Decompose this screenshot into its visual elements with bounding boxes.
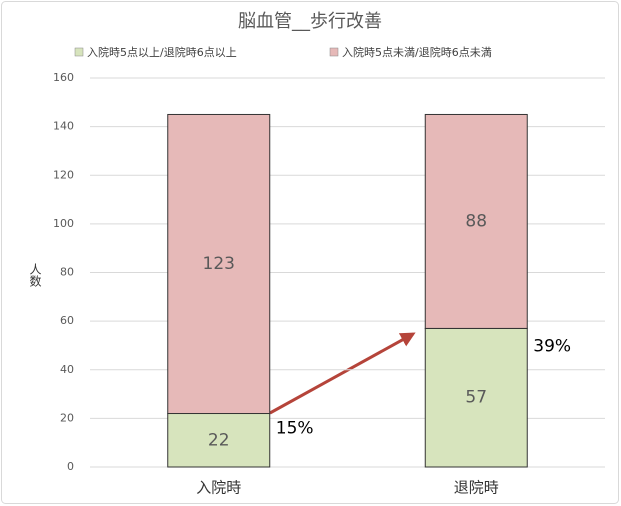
bar-segment: [424, 327, 528, 468]
y-tick-label: 80: [60, 266, 74, 279]
y-tick-label: 160: [53, 71, 74, 84]
arrow: [269, 332, 416, 415]
annotation: 15%: [276, 419, 314, 439]
x-tick-label: 入院時: [196, 479, 241, 497]
y-tick-label: 60: [60, 314, 74, 327]
data-label: 123: [203, 254, 235, 274]
data-label: 88: [465, 211, 487, 231]
bar-segment: [167, 413, 271, 468]
y-tick-label: 0: [67, 460, 74, 473]
bar-segment: [424, 113, 528, 329]
legend-label: 入院時5点以上/退院時6点以上: [87, 45, 237, 59]
bar-segment: [167, 113, 271, 415]
x-tick-label: 退院時: [454, 479, 499, 497]
y-tick-label: 40: [60, 363, 74, 376]
legend-swatch: [74, 47, 84, 57]
y-tick-label: 100: [53, 217, 74, 230]
y-tick-label: 20: [60, 411, 74, 424]
y-tick-label: 120: [53, 168, 74, 181]
y-tick-label: 140: [53, 120, 74, 133]
y-axis-label: 人数: [28, 263, 42, 288]
annotation: 39%: [533, 336, 571, 356]
data-label: 22: [208, 430, 230, 450]
legend-label: 入院時5点未満/退院時6点未満: [342, 45, 492, 59]
legend-swatch: [329, 47, 339, 57]
data-label: 57: [465, 388, 487, 408]
chart-title: 脳血管__歩行改善: [238, 11, 382, 32]
